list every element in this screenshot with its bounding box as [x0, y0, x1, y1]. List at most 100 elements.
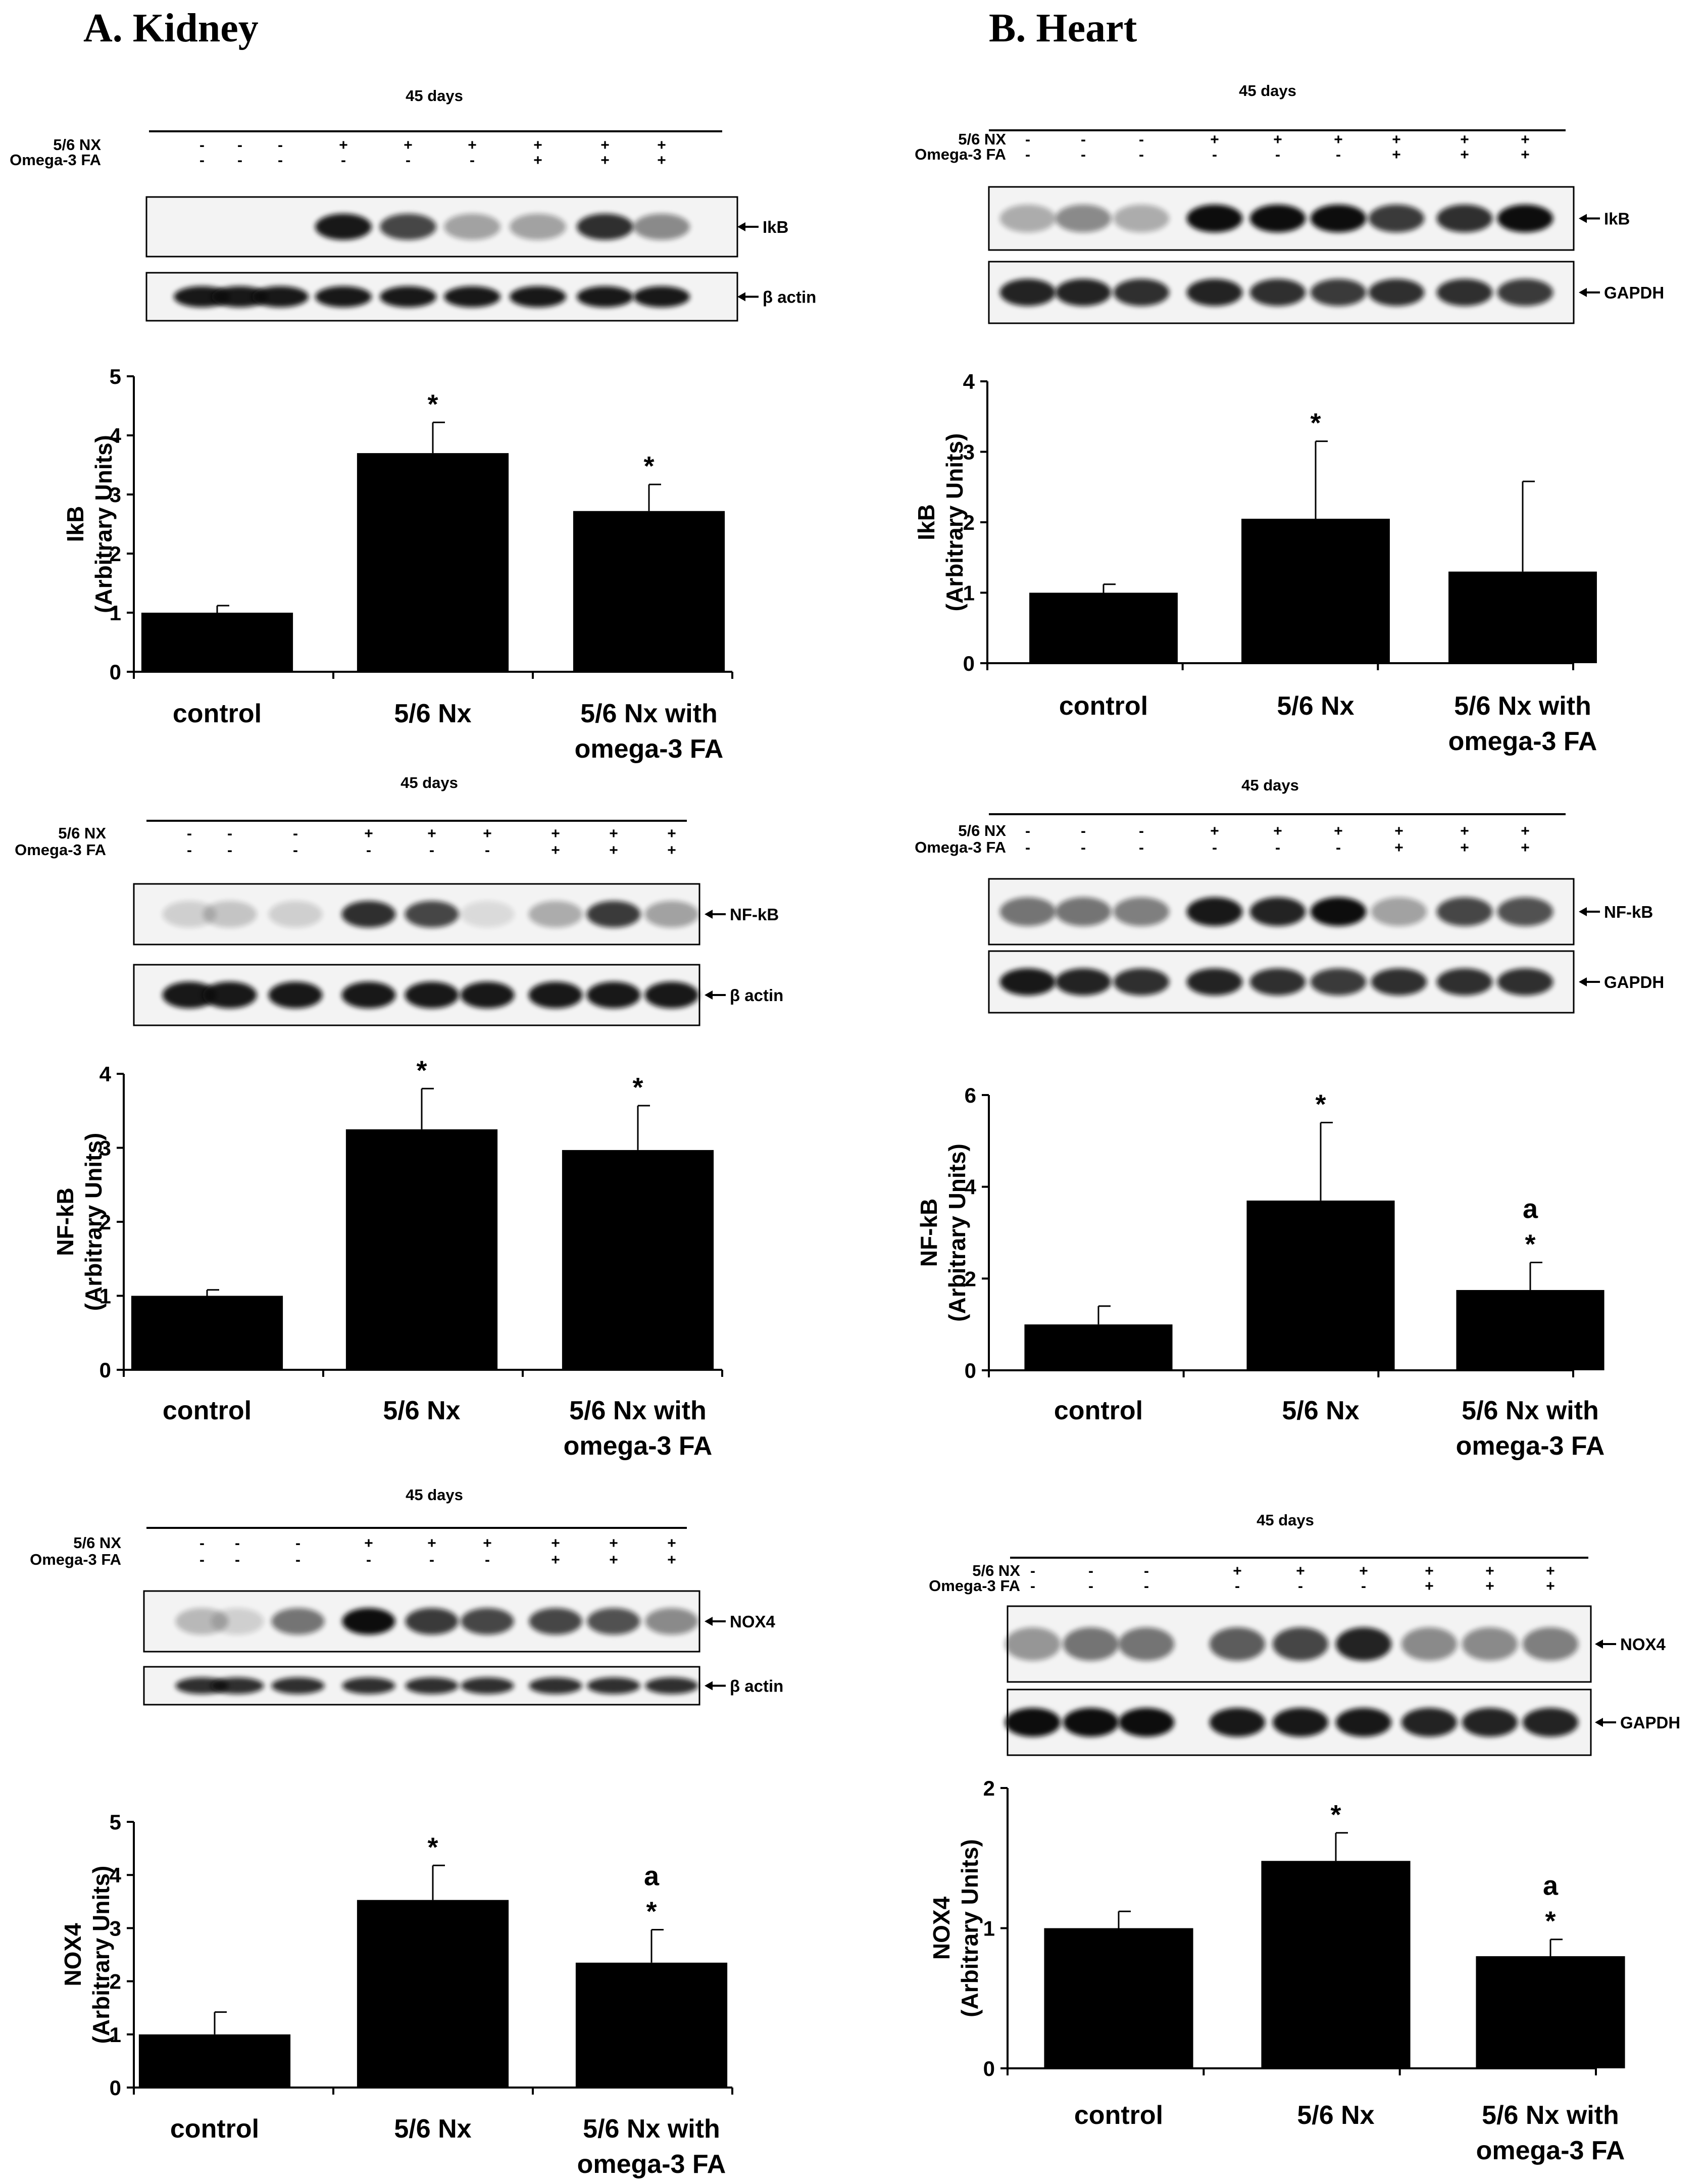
bar-chart: 0 1 2 3 4 IkB(Arbitrary Units) control * 5/6 Nx 5… [913, 370, 1597, 756]
omega-sign: - [470, 152, 475, 169]
nx-sign: + [1210, 823, 1219, 839]
category-label-line: omega-3 FA [1448, 727, 1597, 756]
blot-band [1522, 1627, 1579, 1661]
blot-band [460, 901, 515, 928]
nx-sign: - [1139, 823, 1144, 839]
significance-star: * [416, 1055, 427, 1085]
blot-band [211, 1677, 264, 1694]
category-label: control [170, 2114, 259, 2144]
blot-band [1310, 205, 1367, 232]
blot-band [1436, 968, 1493, 996]
nx-sign: + [1210, 131, 1219, 148]
y-axis-label: NOX4(Arbitrary Units) [60, 1866, 114, 2044]
significance-star: * [1315, 1089, 1326, 1120]
omega-sign: - [1235, 1578, 1240, 1595]
blot-band [1436, 897, 1493, 926]
category-label-line: 5/6 Nx with [1482, 2101, 1619, 2130]
y-tick-label: 1 [983, 1917, 995, 1941]
y-tick-label: 1 [963, 581, 975, 605]
nx-sign: + [1394, 823, 1403, 839]
nx-sign: + [1425, 1563, 1434, 1579]
y-axis-label: NF-kB(Arbitrary Units) [916, 1144, 970, 1322]
nx-sign: + [404, 137, 413, 154]
category-label-line: control [170, 2114, 259, 2144]
loading-band-label: β actin [730, 986, 783, 1005]
y-tick-label: 4 [965, 1175, 977, 1199]
blot-band [1335, 1708, 1392, 1737]
category-label: 5/6 Nx [394, 699, 471, 728]
category-label-line: control [1059, 691, 1148, 721]
omega-sign: - [199, 152, 205, 169]
y-axis-label-line: (Arbitrary Units) [88, 1866, 114, 2044]
nx-sign: + [339, 137, 348, 154]
y-axis-label: NOX4(Arbitrary Units) [928, 1839, 983, 2017]
bar-chart: 0 1 2 3 4 5 NOX4(Arbitrary Units) control * 5/6 N… [60, 1810, 733, 2179]
category-label-line: 5/6 Nx [1297, 2101, 1374, 2130]
nx-sign: + [657, 137, 666, 154]
blot-band [644, 901, 699, 928]
nx-sign: + [667, 1535, 676, 1552]
blot-band [203, 981, 257, 1009]
nx-sign: + [1460, 131, 1469, 148]
nx-sign: - [1139, 131, 1144, 148]
nx-sign: + [1460, 823, 1469, 839]
blot-band [1113, 205, 1170, 232]
blot-band [341, 981, 396, 1009]
loading-band-label: β actin [763, 288, 816, 307]
nx-sign: - [199, 137, 205, 154]
bar [1456, 1290, 1604, 1370]
blot-band [342, 1677, 395, 1694]
omega-sign: - [1298, 1578, 1303, 1595]
blot-band [271, 1608, 325, 1635]
blot-band [268, 981, 323, 1009]
nx-sign: + [1296, 1563, 1305, 1579]
omega-sign: - [429, 1552, 434, 1568]
category-label-line: omega-3 FA [575, 734, 724, 764]
category-label-line: 5/6 Nx with [583, 2114, 720, 2144]
nx-sign: - [227, 825, 232, 842]
category-label-line: 5/6 Nx [394, 699, 471, 728]
blot-band [999, 968, 1056, 996]
category-label: 5/6 Nx [1277, 691, 1354, 721]
blot-band [1055, 897, 1112, 926]
y-tick-label: 0 [110, 2076, 121, 2100]
bar-chart: 0 2 4 6 NF-kB(Arbitrary Units) control * 5/6 Nx… [916, 1083, 1604, 1461]
y-tick-label: 0 [110, 660, 121, 684]
y-axis-label-line: NF-kB [916, 1199, 942, 1267]
category-label: 5/6 Nx [383, 1396, 460, 1425]
omega-sign: - [199, 1552, 205, 1568]
omega-sign: + [1425, 1578, 1434, 1595]
arrow-head-icon [1579, 907, 1587, 916]
blot-band [1055, 279, 1112, 306]
blot-band [380, 214, 436, 240]
category-label: 5/6 Nx with omega-3 FA [564, 1396, 713, 1461]
bar [562, 1150, 714, 1370]
bar [573, 511, 725, 672]
days-label: 45 days [406, 87, 463, 105]
significance-letter: a [1523, 1194, 1538, 1224]
omega-sign: - [1139, 146, 1144, 163]
blot-band [999, 897, 1056, 926]
y-tick-label: 1 [110, 2023, 121, 2047]
nx-sign: + [468, 137, 477, 154]
blot-band [212, 286, 268, 308]
y-axis-label-line: NF-kB [52, 1187, 78, 1256]
days-label: 45 days [1239, 82, 1296, 100]
y-axis-label-line: (Arbitrary Units) [957, 1839, 983, 2017]
category-label: 5/6 Nx with omega-3 FA [1476, 2101, 1625, 2165]
bar-chart: 0 1 2 3 4 5 IkB(Arbitrary Units) control * 5/6 Nx… [62, 365, 733, 764]
y-tick-label: 3 [110, 1916, 121, 1940]
nx-sign: + [609, 825, 618, 842]
omega-sign: - [1139, 839, 1144, 856]
y-tick-label: 2 [965, 1267, 976, 1290]
nx-sign: + [427, 1535, 436, 1552]
blot-band [252, 286, 309, 308]
nx-sign: + [533, 137, 542, 154]
y-tick-label: 3 [99, 1136, 111, 1160]
significance-star: * [1545, 1906, 1556, 1937]
nx-row-label: 5/6 NX [73, 1534, 121, 1552]
category-label: control [173, 699, 262, 728]
blot-band [268, 901, 323, 928]
